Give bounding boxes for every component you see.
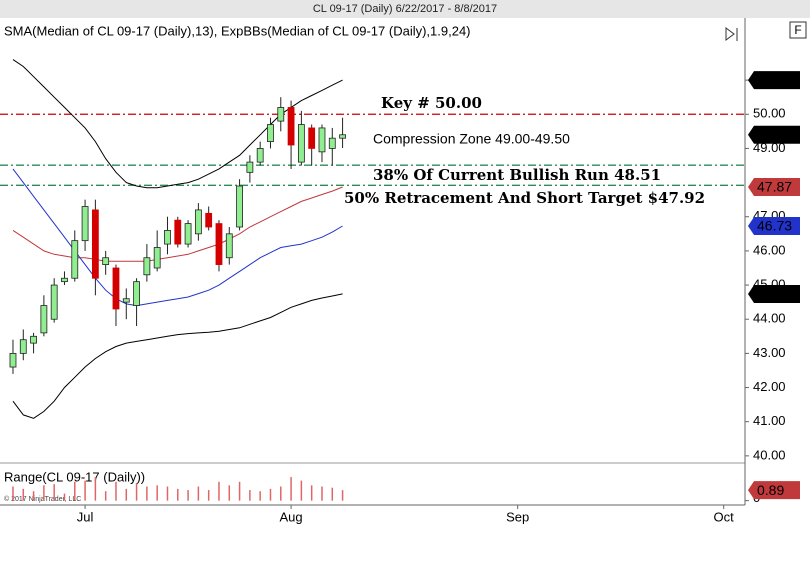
price-marker [748,178,800,197]
candle-body [9,352,17,368]
x-tick-label: Sep [506,509,529,524]
indicator-line [12,59,343,189]
candle-body [91,209,99,279]
price-marker-label: 44.74 [757,286,792,302]
candle-body [61,277,68,283]
price-marker [748,125,800,144]
candle-body [143,257,151,276]
level-label: 50% Retracement And Short Target $47.92 [344,189,705,207]
y-tick-label: 42.00 [753,379,786,394]
price-marker-label: 46.73 [757,218,792,234]
panel-icons[interactable]: F [725,21,807,41]
candle-body [112,267,120,310]
indicator-line [12,186,343,262]
candle-body [246,161,254,173]
y-tick-label: 50.00 [753,106,786,121]
candle-body [194,209,202,235]
candle-body [225,233,233,259]
chart-title: CL 09-17 (Daily) 6/22/2017 - 8/8/2017 [313,3,497,15]
candle-body [339,134,346,139]
candle-body [277,107,285,122]
candle-body [297,124,305,163]
candle-body [318,127,326,153]
candle-body [215,223,223,265]
y-tick-label: 46.00 [753,242,786,257]
y-tick-label: 44.00 [753,311,786,326]
candle-body [50,284,58,320]
x-tick-label: Aug [280,509,303,524]
x-tick-label: Oct [714,509,735,524]
indicator-line [12,168,343,307]
x-tick-label: Jul [77,509,94,524]
candle-body [102,257,110,265]
candle-body [174,219,182,245]
panel-button-label[interactable]: F [794,23,801,37]
play-icon[interactable] [725,27,735,41]
candle-body [164,230,171,245]
candle-body [184,223,192,245]
y-tick-label: 40.00 [753,447,786,462]
candle-body [256,148,264,163]
candle-body [205,212,213,228]
price-marker [748,71,800,90]
candle-body [267,124,274,143]
copyright: © 2017 NinjaTrader, LLC [4,495,81,503]
title-bar [0,0,810,18]
price-marker-label: 51.00 [757,72,792,88]
candle-body [122,298,130,303]
y-tick-label: 43.00 [753,345,786,360]
candle-body [71,240,79,279]
y-tick-label: 41.00 [753,413,786,428]
indicator-line [12,293,343,419]
candle-body [287,107,295,146]
candle-body [30,335,37,344]
candle-body [328,137,336,149]
price-marker [748,216,800,235]
candle-body [81,206,89,242]
price-marker [748,481,800,500]
indicator-label: SMA(Median of CL 09-17 (Daily),13), ExpB… [4,23,471,38]
price-marker [748,284,800,303]
candle-body [308,127,316,149]
range-label: Range(CL 09-17 (Daily)) [4,469,145,484]
candle-body [19,339,27,354]
level-label: Key # 50.00 [381,94,482,112]
candle-body [153,247,161,269]
price-marker-label: 49.40 [757,126,792,142]
price-marker-label: 47.87 [757,179,792,195]
candle-body [236,185,243,228]
candle-body [133,281,140,306]
candle-body [40,305,48,334]
annotation: Compression Zone 49.00-49.50 [373,131,570,147]
level-label: 38% Of Current Bullish Run 48.51 [373,166,661,184]
panel-button[interactable] [789,21,807,39]
price-marker-label: 0.89 [757,482,784,498]
